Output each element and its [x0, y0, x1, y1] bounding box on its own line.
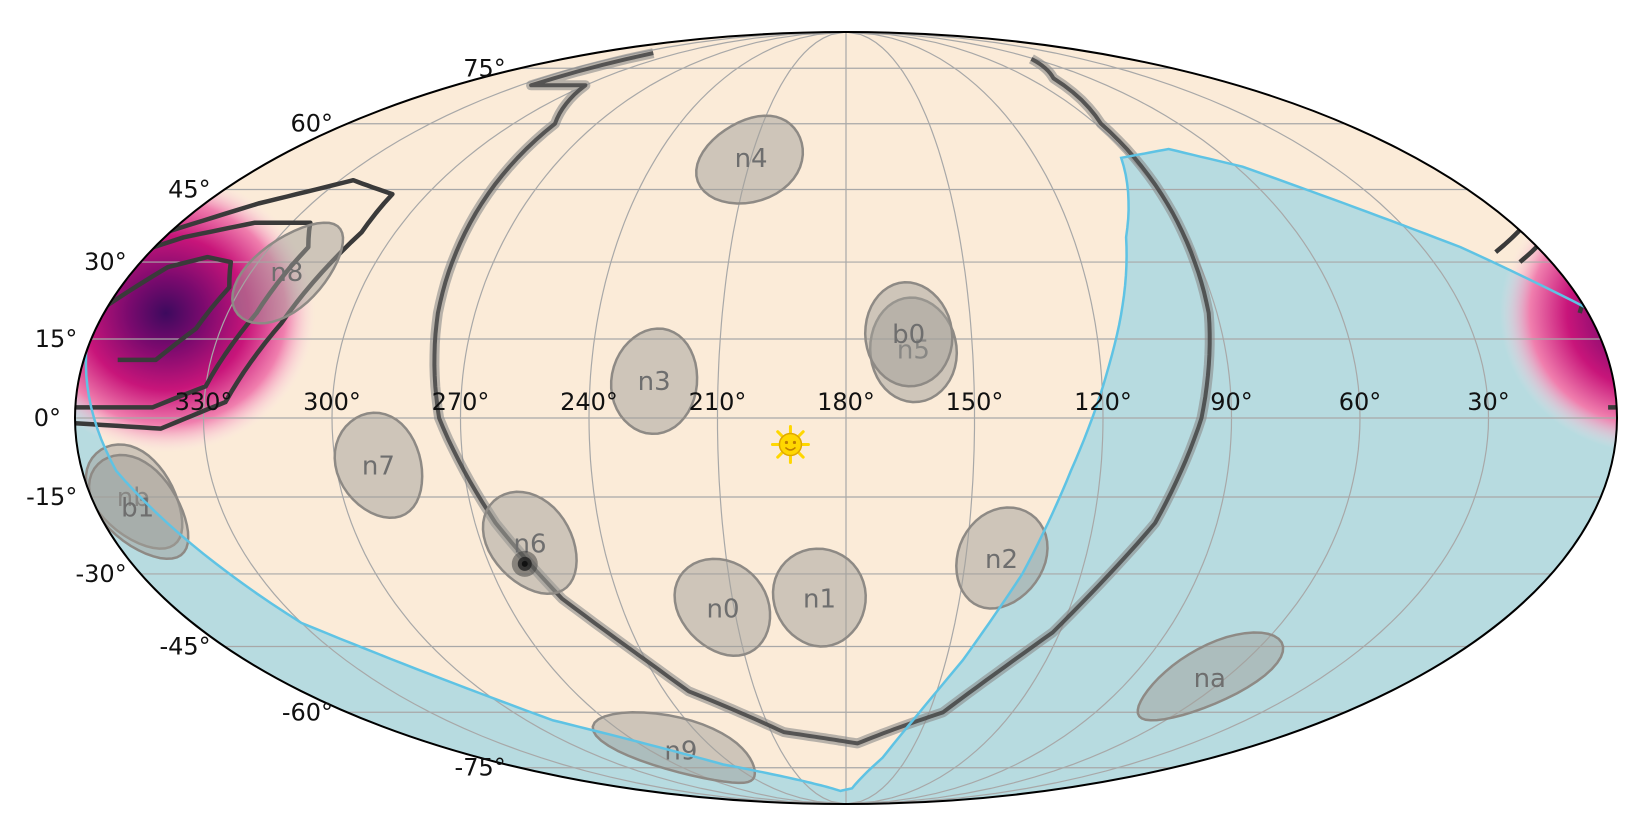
- detector-footprint: [87, 453, 190, 561]
- detector-b1: b1: [87, 453, 190, 561]
- longitude-tick-label: 330°: [175, 388, 233, 416]
- detector-label: n0: [707, 594, 740, 624]
- longitude-tick-label: 270°: [432, 388, 490, 416]
- longitude-tick-label: 210°: [689, 388, 747, 416]
- detector-footprint: [673, 557, 772, 657]
- detector-footprint: [591, 711, 757, 785]
- latitude-tick-label: -15°: [26, 483, 77, 511]
- sun-ray: [796, 450, 805, 459]
- latitude-tick-label: 30°: [84, 248, 127, 276]
- longitude-tick-label: 300°: [303, 388, 361, 416]
- detector-label: n7: [362, 452, 395, 482]
- contour-inner: [94, 254, 234, 363]
- detector-label: na: [1194, 664, 1226, 694]
- detector-n6: n6: [481, 490, 578, 596]
- contour-outer: [75, 177, 395, 431]
- detector-label: n6: [514, 530, 547, 560]
- detector-n4: n4: [695, 114, 805, 205]
- sun-eye: [792, 440, 797, 445]
- earth-limb: [84, 147, 1597, 793]
- detector-label: n4: [735, 144, 768, 174]
- detector-footprint: [333, 411, 424, 520]
- longitude-tick-label: 120°: [1074, 388, 1132, 416]
- longitude-tick-label: 150°: [946, 388, 1004, 416]
- galactic-plane: [432, 51, 1212, 746]
- latitude-tick-label: -60°: [282, 698, 333, 726]
- detector-footprint: [771, 547, 867, 648]
- detector-footprint: [1136, 631, 1285, 722]
- latitude-tick-label: -45°: [159, 633, 210, 661]
- longitude-gridline: [331, 32, 847, 804]
- detector-label: b0: [892, 320, 925, 350]
- longitude-labels: 330° 300° 270° 240° 210° 180° 150° 120° 90° 60° 30…: [175, 388, 1510, 416]
- longitude-tick-label: 60°: [1339, 388, 1382, 416]
- latitude-tick-label: 75°: [463, 54, 506, 82]
- detector-n8: n8: [231, 221, 345, 325]
- sun-ray: [796, 430, 805, 439]
- map-border: [74, 31, 1618, 805]
- detector-label: b1: [121, 493, 154, 523]
- latitude-tick-label: 15°: [35, 325, 78, 353]
- latitude-tick-label: 0°: [34, 404, 61, 432]
- longitude-gridline: [202, 32, 847, 804]
- longitude-tick-label: 90°: [1210, 388, 1253, 416]
- longitude-gridline: [845, 32, 1490, 804]
- detector-n9: n9: [591, 711, 757, 785]
- latitude-labels: 75° 60° 45° 30° 15° 0° -15° -30° -45° -60° -75°: [26, 54, 506, 781]
- detector-footprint: [231, 221, 345, 325]
- source-marker: [511, 550, 538, 577]
- longitude-tick-label: 30°: [1467, 388, 1510, 416]
- detector-footprint: [481, 490, 578, 596]
- sun-eye: [784, 440, 789, 445]
- detector-n0: n0: [673, 557, 772, 657]
- sun-icon: [770, 424, 810, 464]
- longitude-tick-label: 180°: [817, 388, 875, 416]
- detector-n3: n3: [609, 327, 699, 436]
- detector-label: n2: [985, 545, 1018, 575]
- latitude-tick-label: 60°: [291, 110, 334, 138]
- detector-pointings: n0n1n2n3n4n5n6n7n8n9nanbb0b1: [84, 114, 1285, 785]
- detector-label: n1: [803, 585, 836, 615]
- detector-n1: n1: [771, 547, 867, 648]
- sun-disk: [778, 432, 803, 457]
- source-center: [521, 560, 528, 567]
- latitude-tick-label: -75°: [455, 754, 506, 782]
- latitude-tick-label: 45°: [168, 175, 211, 203]
- detector-footprint: [695, 114, 805, 205]
- longitude-gridline: [459, 32, 847, 804]
- sun-ray: [776, 430, 785, 439]
- detector-footprint: [609, 327, 699, 436]
- sun-ray: [776, 450, 785, 459]
- sun-smile: [784, 446, 796, 451]
- detector-label: n8: [270, 258, 303, 288]
- detector-footprint: [863, 281, 954, 388]
- latitude-tick-label: -30°: [76, 560, 127, 588]
- detector-footprint: [955, 506, 1049, 610]
- detector-label: n3: [638, 367, 671, 397]
- detector-n7: n7: [333, 411, 424, 520]
- detector-b0: b0: [863, 281, 954, 388]
- longitude-gridline: [588, 32, 847, 804]
- longitude-gridline: [845, 32, 1104, 804]
- detector-na: na: [1136, 631, 1285, 722]
- detector-label: n9: [664, 737, 697, 767]
- detector-n2: n2: [955, 506, 1049, 610]
- longitude-tick-label: 240°: [560, 388, 618, 416]
